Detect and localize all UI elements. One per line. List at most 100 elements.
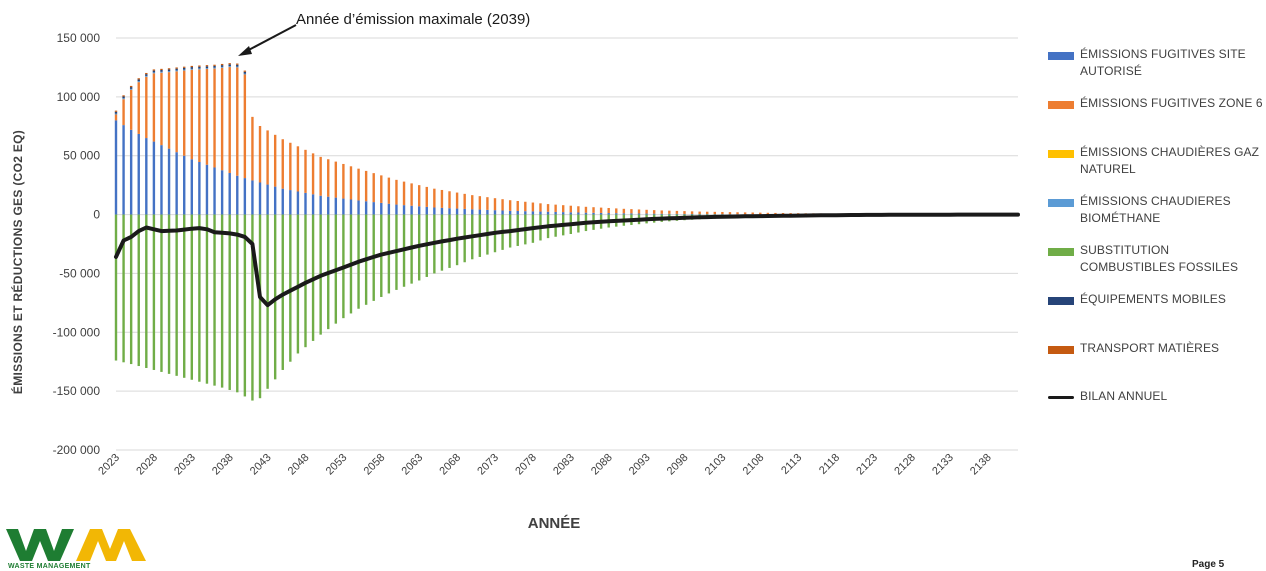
bar-fugitive_zone6 [205,68,209,165]
legend-swatch [1048,297,1074,305]
bar-fugitive_zone6 [152,73,156,142]
bar-equipements [183,67,186,70]
bar-fugitive_zone6 [774,212,777,215]
x-axis-ticks: 2023 2028 2033 2038 2043 2048 2053 2058 2063 2068… [96,452,993,478]
bar-fugitive_zone6 [334,161,338,198]
bar-chaudieres_bio [220,66,224,68]
bar-equipements [167,69,171,72]
legend-swatch [1048,346,1074,354]
bar-equipements [213,65,216,68]
bar-fugitive_zone6 [380,175,383,203]
bar-fugitive_zone6 [781,213,785,215]
legend-swatch [1048,150,1074,158]
x-tick-label: 2083 [551,452,577,478]
bar-fugitive_zone6 [213,68,216,168]
bar-equipements [190,67,193,69]
legend-swatch [1048,52,1074,60]
bar-fugitive_site [584,212,588,215]
bar-transport [213,64,216,66]
bar-chaudieres_bio [129,88,133,90]
bars [114,63,1020,401]
bar-fugitive_zone6 [706,211,709,215]
x-tick-label: 2098 [665,452,691,478]
bar-fugitive_site [319,195,322,215]
x-tick-label: 2063 [400,452,426,478]
bar-fugitive_zone6 [236,67,239,176]
bar-fugitive_site [220,170,224,215]
bar-fugitive_zone6 [266,130,269,185]
bar-fugitive_zone6 [137,82,140,134]
bar-fugitive_site [289,190,292,215]
bar-fugitive_zone6 [508,200,512,211]
bar-fugitive_zone6 [440,189,444,208]
bar-fugitive_zone6 [220,67,224,171]
bar-substitution [205,214,209,384]
bar-substitution [220,214,224,388]
legend-label: TRANSPORT MATIÈRES [1080,341,1220,355]
bar-chaudieres_bio [236,66,239,68]
bar-fugitive_site [228,172,231,215]
bar-fugitive_zone6 [493,198,497,211]
bar-fugitive_zone6 [167,72,171,149]
bar-fugitive_zone6 [349,166,353,200]
bar-fugitive_zone6 [516,200,519,211]
bar-fugitive_zone6 [660,210,663,214]
bar-fugitive_zone6 [683,211,686,214]
bar-fugitive_zone6 [289,142,292,191]
bar-fugitive_site [463,208,466,215]
x-tick-label: 2078 [513,452,539,478]
bar-substitution [114,214,118,361]
bar-fugitive_zone6 [114,114,118,121]
bar-fugitive_zone6 [395,179,398,205]
bar-fugitive_site [607,213,610,215]
bar-transport [205,65,209,67]
bar-fugitive_zone6 [251,116,254,181]
x-tick-label: 2048 [286,452,312,478]
bar-equipements [236,64,239,67]
legend-label: SUBSTITUTION COMBUSTIBLES FOSSILES [1080,243,1239,274]
bar-fugitive_site [728,214,732,215]
x-tick-label: 2068 [437,452,463,478]
bar-substitution [183,214,186,378]
bar-substitution [296,214,300,354]
bar-fugitive_zone6 [296,146,300,192]
bar-transport [167,68,171,70]
annotation: Année d’émission maximale (2039) [238,11,530,56]
bar-fugitive_zone6 [751,212,754,215]
legend-swatch [1048,396,1074,399]
bar-substitution [289,214,292,362]
bar-chaudieres_bio [243,73,247,75]
bar-equipements [175,68,178,71]
bar-fugitive_zone6 [183,70,186,156]
bar-fugitive_zone6 [364,170,368,202]
bar-fugitive_site [129,129,133,215]
bar-fugitive_zone6 [455,192,459,209]
bar-fugitive_site [675,213,679,215]
x-axis-label: ANNÉE [528,515,581,532]
bar-fugitive_zone6 [698,211,701,215]
x-tick-label: 2133 [930,452,956,478]
bilan-annuel-line [114,212,1020,308]
y-tick-label: 0 [93,208,100,222]
bar-fugitive_site [668,213,671,215]
bar-substitution [243,214,247,397]
bar-fugitive_site [243,178,247,215]
bar-fugitive_zone6 [327,159,330,197]
bar-transport [175,67,178,69]
bar-fugitive_site [577,212,580,215]
bar-chaudieres_bio [122,98,125,100]
bar-chaudieres_bio [198,68,201,70]
bar-fugitive_zone6 [728,212,732,215]
bar-fugitive_site [387,203,391,215]
bar-fugitive_zone6 [577,206,580,213]
bar-substitution [145,214,148,368]
legend-item: ÉQUIPEMENTS MOBILES [1048,291,1263,308]
bar-fugitive_site [440,207,444,215]
annotation-arrow [242,24,297,54]
legend-label: ÉQUIPEMENTS MOBILES [1080,292,1226,306]
bar-fugitive_zone6 [387,177,391,204]
bar-fugitive_site [311,194,315,215]
bar-fugitive_site [417,206,421,215]
annotation-text: Année d’émission maximale (2039) [296,11,530,28]
bar-fugitive_zone6 [311,153,315,195]
